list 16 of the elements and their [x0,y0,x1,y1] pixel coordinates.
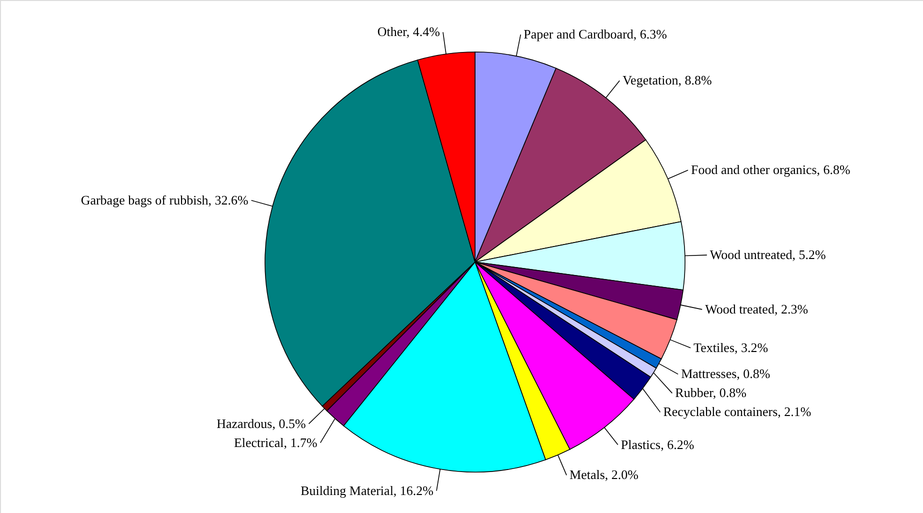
slice-label: Building Material, 16.2% [300,482,434,498]
slice-label: Other, 4.4% [377,24,440,40]
slice-label: Rubber, 0.8% [675,385,747,400]
slice-label: Wood untreated, 5.2% [710,247,826,262]
slice-label: Plastics, 6.2% [620,436,694,452]
slice-label: Electrical, 1.7% [234,434,318,450]
slice-label: Mattresses, 0.8% [681,366,770,382]
slice-label: Recyclable containers, 2.1% [663,404,812,420]
slice-label: Hazardous, 0.5% [216,416,306,431]
slice-label: Wood treated, 2.3% [705,301,808,316]
slice-label: Food and other organics, 6.8% [691,162,851,178]
slice-label: Vegetation, 8.8% [622,72,712,88]
slice-label: Textiles, 3.2% [694,340,768,355]
slice-label: Garbage bags of rubbish, 32.6% [80,192,249,208]
slice-label: Metals, 2.0% [570,467,639,482]
slice-label: Paper and Cardboard, 6.3% [524,26,668,42]
